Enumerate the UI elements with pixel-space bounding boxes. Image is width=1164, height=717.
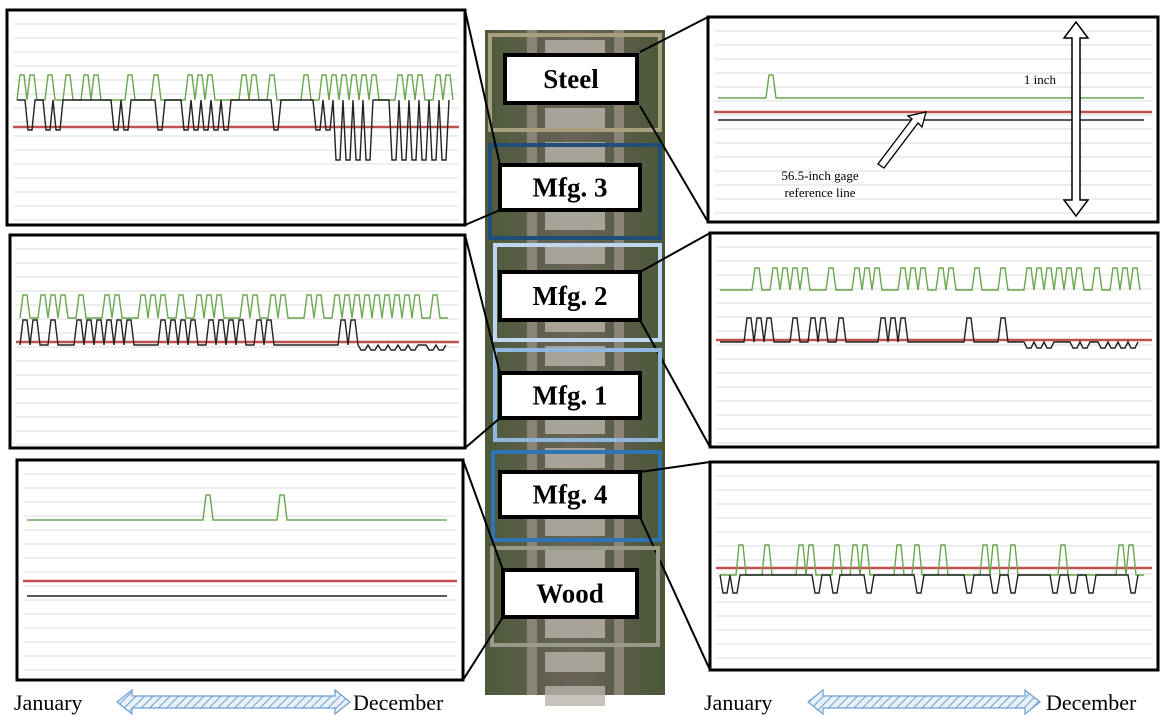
timeline-start: January [14, 690, 82, 715]
track-label: Steel [543, 64, 599, 94]
panel-background [17, 460, 463, 680]
scale-label: 1 inch [1024, 72, 1057, 87]
tie [545, 210, 605, 230]
timeline-start: January [704, 690, 772, 715]
track-label: Wood [536, 579, 604, 609]
panel-background [710, 462, 1158, 670]
tie [545, 108, 605, 128]
chart-panel [710, 462, 1158, 670]
track-label: Mfg. 4 [533, 480, 608, 510]
chart-panel [17, 460, 463, 680]
timeline-arrow [808, 690, 1040, 714]
reference-label: 56.5-inch gage [781, 168, 858, 183]
tie [545, 618, 605, 638]
reference-label: reference line [784, 185, 855, 200]
chart-panel [10, 235, 465, 448]
chart-panel [710, 233, 1158, 447]
chart-panel [7, 10, 465, 225]
tie [545, 652, 605, 672]
timeline-end: December [353, 690, 444, 715]
track-label: Mfg. 2 [533, 281, 608, 311]
timeline-arrow [117, 690, 350, 714]
panel-background [7, 10, 465, 225]
track-label: Mfg. 1 [533, 381, 608, 411]
timeline-end: December [1046, 690, 1137, 715]
tie [545, 550, 605, 570]
figure: Steel Mfg. 3 Mfg. 2 Mfg. 1 Mfg. 4 Wood 1 inch… [0, 0, 1164, 717]
chart-panel [708, 17, 1158, 222]
track-label: Mfg. 3 [533, 173, 608, 203]
tie [545, 686, 605, 706]
